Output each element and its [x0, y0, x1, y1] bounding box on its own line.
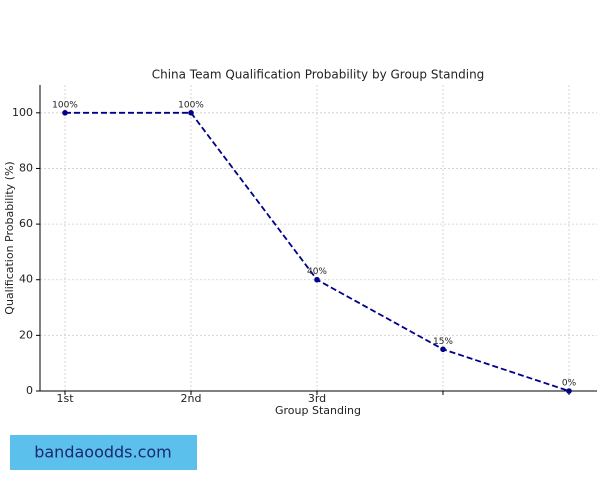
y-tick-label: 40	[19, 273, 33, 286]
y-axis-label: Qualification Probability (%)	[3, 161, 16, 314]
x-tick-label: 1st	[56, 392, 74, 405]
data-point	[188, 110, 194, 116]
y-tick-label: 100	[12, 106, 33, 119]
y-tick-label: 60	[19, 217, 33, 230]
data-label: 15%	[433, 337, 453, 347]
chart-title: China Team Qualification Probability by …	[152, 68, 485, 82]
data-label: 100%	[178, 100, 204, 110]
y-tick-label: 20	[19, 328, 33, 341]
data-point	[566, 388, 572, 394]
x-axis-label: Group Standing	[275, 404, 361, 417]
data-point	[440, 346, 446, 353]
data-label: 40%	[307, 267, 327, 277]
x-tick-label: 3rd	[308, 392, 326, 405]
y-tick-label: 80	[19, 161, 33, 174]
y-tick-label: 0	[26, 384, 33, 397]
data-point	[314, 276, 320, 283]
data-label: 0%	[562, 379, 577, 389]
data-label: 100%	[52, 100, 78, 110]
watermark-box	[10, 435, 197, 470]
x-tick-label: 2nd	[181, 392, 202, 405]
watermark: bandaoodds.com	[34, 443, 172, 462]
data-point	[62, 110, 68, 116]
